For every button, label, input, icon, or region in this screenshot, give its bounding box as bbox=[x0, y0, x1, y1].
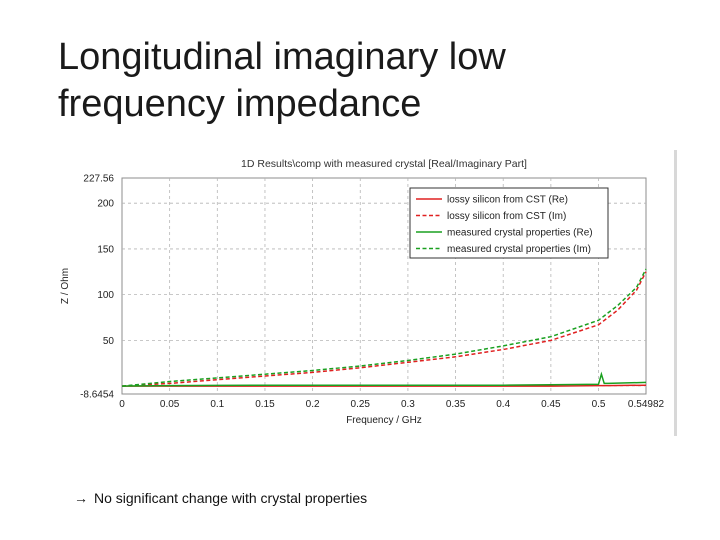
series-line-3 bbox=[121, 371, 647, 387]
slide-title: Longitudinal imaginary low frequency imp… bbox=[58, 34, 678, 128]
slide-title-line-1: Longitudinal imaginary low bbox=[58, 36, 506, 78]
caption: → No significant change with crystal prop… bbox=[74, 490, 367, 506]
right-arrow-icon: → bbox=[74, 490, 88, 506]
x-tick-label: 0.45 bbox=[541, 399, 561, 410]
x-tick-label: 0.54982 bbox=[628, 399, 665, 410]
x-tick-label: 0.2 bbox=[306, 399, 320, 410]
slide-title-line-2: frequency impedance bbox=[58, 83, 422, 125]
chart-title: 1D Results\comp with measured crystal [R… bbox=[241, 158, 527, 170]
x-tick-label: 0.35 bbox=[446, 399, 466, 410]
legend-label: lossy silicon from CST (Re) bbox=[447, 195, 568, 206]
x-tick-label: 0.3 bbox=[401, 399, 415, 410]
y-tick-label: 50 bbox=[103, 336, 115, 347]
y-tick-label: -8.6454 bbox=[80, 390, 114, 401]
y-tick-label: 100 bbox=[97, 290, 114, 301]
x-tick-label: 0.5 bbox=[592, 399, 606, 410]
impedance-chart: 1D Results\comp with measured crystal [R… bbox=[60, 158, 665, 426]
x-tick-label: 0 bbox=[119, 399, 125, 410]
y-tick-label: 150 bbox=[97, 244, 114, 255]
legend-label: measured crystal properties (Im) bbox=[447, 244, 591, 255]
x-tick-label: 0.1 bbox=[210, 399, 224, 410]
x-tick-label: 0.15 bbox=[255, 399, 275, 410]
series-line-4 bbox=[121, 268, 647, 387]
legend-label: lossy silicon from CST (Im) bbox=[447, 211, 566, 222]
x-tick-label: 0.4 bbox=[496, 399, 510, 410]
series-line-2 bbox=[121, 271, 647, 387]
y-tick-label: 200 bbox=[97, 199, 114, 210]
x-axis-label: Frequency / GHz bbox=[346, 415, 422, 426]
caption-text: No significant change with crystal prope… bbox=[94, 490, 368, 506]
x-tick-label: 0.05 bbox=[160, 399, 180, 410]
y-axis-label: Z / Ohm bbox=[60, 268, 71, 304]
legend-box bbox=[409, 187, 609, 259]
legend-label: measured crystal properties (Re) bbox=[447, 228, 593, 239]
chart-shadow-divider bbox=[674, 150, 677, 436]
y-tick-label: 227.56 bbox=[83, 174, 114, 185]
x-tick-label: 0.25 bbox=[351, 399, 371, 410]
